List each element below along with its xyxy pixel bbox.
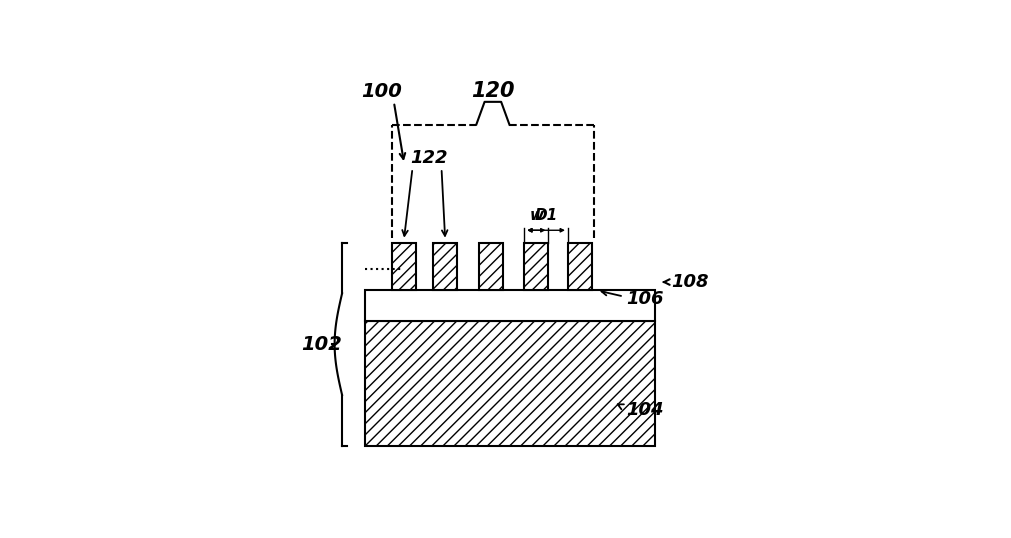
Bar — [392, 243, 416, 291]
Text: 106: 106 — [626, 289, 663, 308]
Bar — [479, 243, 502, 291]
Text: 104: 104 — [626, 401, 663, 420]
Text: w: w — [530, 208, 544, 223]
Text: 102: 102 — [301, 335, 342, 353]
Bar — [525, 243, 548, 291]
Bar — [434, 243, 457, 291]
Text: 100: 100 — [361, 82, 401, 101]
Bar — [365, 291, 655, 321]
Bar — [568, 243, 591, 291]
Bar — [365, 321, 655, 445]
Text: 120: 120 — [471, 81, 515, 102]
Text: D1: D1 — [535, 208, 558, 223]
Text: 122: 122 — [410, 149, 448, 167]
Text: 108: 108 — [671, 273, 709, 291]
